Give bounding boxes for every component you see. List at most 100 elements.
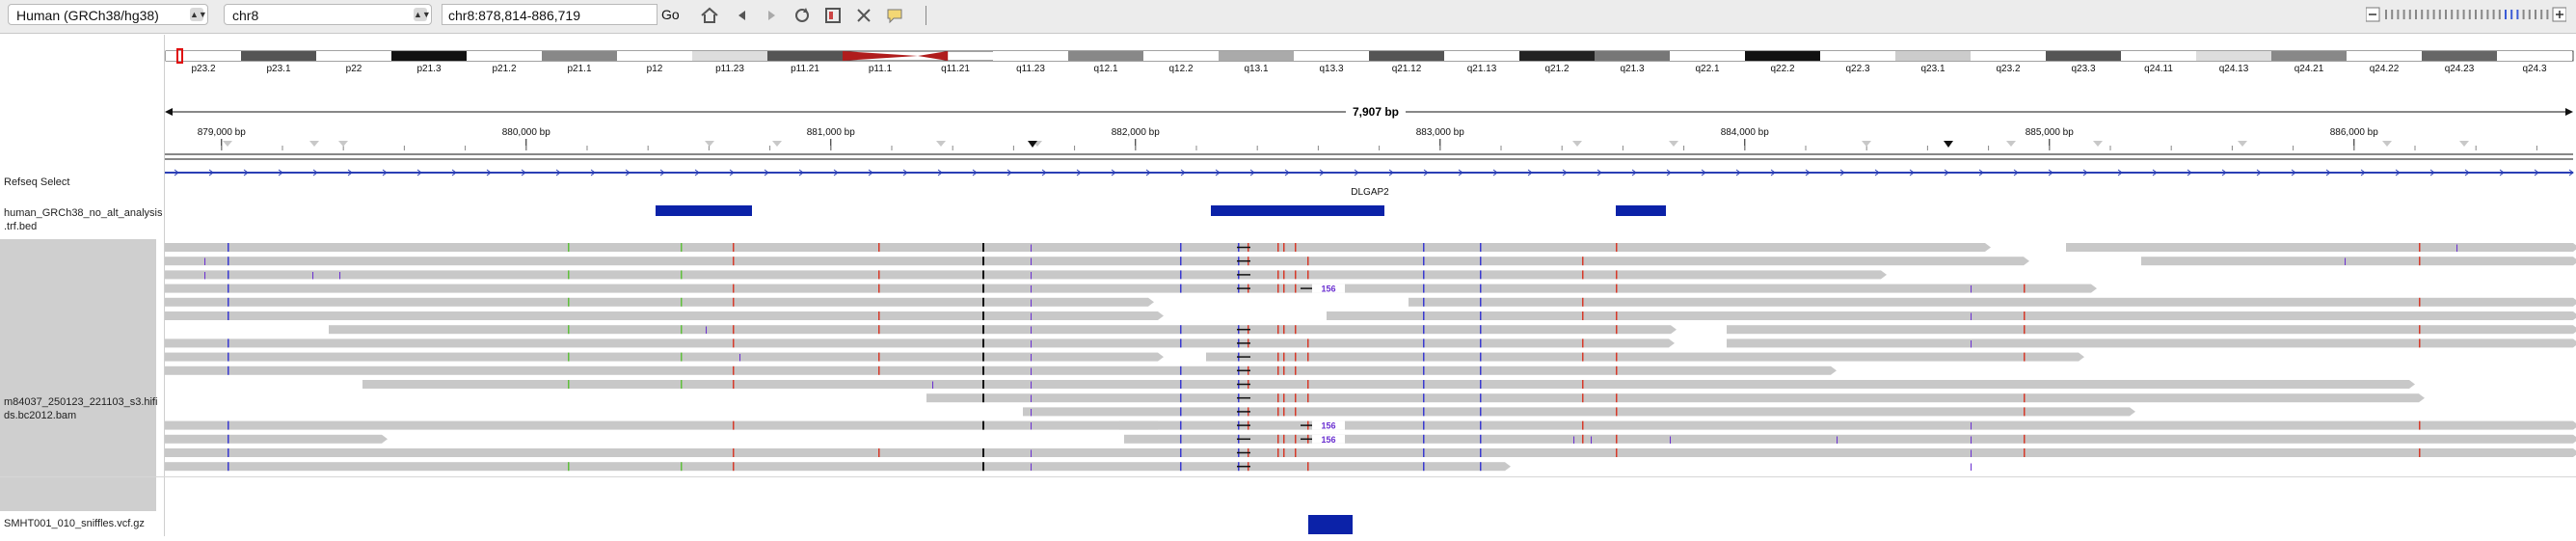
strand-arrow: [1701, 169, 1706, 176]
read-direction-arrow: [2130, 407, 2135, 417]
mismatch-base: [1423, 311, 1425, 320]
resize-icon[interactable]: [854, 6, 873, 25]
mismatch-base: [1480, 407, 1482, 417]
strand-arrow: [868, 169, 873, 176]
alignment-read: [1023, 407, 2130, 417]
zoom-tick: [2438, 10, 2441, 19]
strand-arrow: [1909, 169, 1915, 176]
refresh-icon[interactable]: [792, 6, 812, 25]
ideogram-band: [1369, 51, 1444, 61]
insertion-size-label: 156: [1321, 284, 1335, 294]
ideogram-band: [1971, 51, 2046, 61]
read-direction-arrow: [2573, 325, 2576, 335]
mismatch-base: [982, 243, 984, 252]
mismatch-base: [1582, 270, 1584, 280]
genome-select-value: Human (GRCh38/hg38): [16, 8, 159, 23]
chromosome-ideogram[interactable]: p23.2 p23.1 p22 p21.3 p21.2 p21.1 p12 p11.23 p11…: [165, 48, 2574, 74]
ideogram-band: [1519, 51, 1595, 61]
insertion-label-bg: [1312, 284, 1345, 293]
ruler-tick-label: 885,000 bp: [2026, 127, 2074, 138]
mismatch-base: [1295, 407, 1297, 417]
mismatch-base: [1423, 270, 1425, 280]
strand-arrow: [833, 169, 839, 176]
mismatch-base: [228, 297, 229, 307]
genome-select[interactable]: Human (GRCh38/hg38) ▲▼: [8, 4, 208, 25]
roi-icon[interactable]: [823, 6, 843, 25]
insertion-marker: I: [1030, 298, 1033, 310]
genome-view[interactable]: p23.2 p23.1 p22 p21.3 p21.2 p21.1 p12 p11.23 p11…: [165, 35, 2576, 536]
home-icon[interactable]: [700, 6, 719, 25]
mismatch-base: [1616, 448, 1618, 457]
mismatch-base: [1295, 270, 1297, 280]
mismatch-base: [1582, 297, 1584, 307]
insertion-marker: I: [2344, 257, 2347, 268]
track-name-vcf[interactable]: SMHT001_010_sniffles.vcf.gz: [4, 518, 145, 529]
insertion-marker: I: [931, 380, 934, 392]
mismatch-base: [1480, 393, 1482, 403]
track-name-bed[interactable]: human_GRCh38_no_alt_analysis .trf.bed: [4, 207, 163, 232]
mismatch-base: [1180, 284, 1182, 293]
mismatch-base: [878, 243, 880, 252]
bed-track[interactable]: DLGAP2: [656, 187, 1666, 216]
vcf-track[interactable]: [1308, 515, 1353, 534]
ideogram-band: [166, 51, 241, 61]
refseq-track[interactable]: [165, 169, 2574, 176]
track-name-refseq[interactable]: Refseq Select: [4, 176, 70, 188]
strand-arrow: [1735, 169, 1741, 176]
strand-arrow: [1631, 169, 1637, 176]
ideogram-band: [241, 51, 316, 61]
zoom-tick: [2540, 10, 2543, 19]
go-button[interactable]: Go: [661, 7, 680, 22]
mismatch-base: [1480, 365, 1482, 375]
ideogram-band-label: p23.2: [191, 64, 215, 74]
strand-arrow: [1145, 169, 1151, 176]
strand-arrow: [486, 169, 492, 176]
strand-arrow: [902, 169, 908, 176]
mismatch-base: [1180, 380, 1182, 389]
insertion-marker: I: [203, 270, 206, 282]
ruler-tick-label: 882,000 bp: [1112, 127, 1160, 138]
track-name-bam[interactable]: m84037_250123_221103_s3.hifi ds.bc2012.b…: [4, 396, 158, 421]
zoom-slider[interactable]: [2366, 6, 2566, 23]
mismatch-base: [2024, 434, 2026, 444]
mismatch-base: [1616, 393, 1618, 403]
mismatch-base: [878, 270, 880, 280]
mismatch-base: [1283, 243, 1285, 252]
alignment-read: [165, 311, 1158, 320]
insertion-marker: I: [1030, 338, 1033, 350]
strand-arrow: [2325, 169, 2331, 176]
mismatch-base: [878, 325, 880, 335]
mismatch-base: [1180, 462, 1182, 472]
zoom-tick: [2468, 10, 2471, 19]
read-direction-arrow: [382, 434, 388, 444]
mismatch-base: [1480, 270, 1482, 280]
back-icon[interactable]: [733, 6, 752, 25]
mismatch-base: [1180, 338, 1182, 348]
bed-feature: [1211, 205, 1384, 216]
mismatch-base: [228, 270, 229, 280]
strand-arrow: [451, 169, 457, 176]
alignment-read: [1119, 420, 2573, 430]
mismatch-base: [1307, 257, 1309, 266]
insertion-size-label: 156: [1321, 421, 1335, 431]
strand-arrow: [1180, 169, 1186, 176]
mismatch-base: [1582, 420, 1584, 430]
strand-arrow: [243, 169, 249, 176]
mismatch-base: [1480, 243, 1482, 252]
strand-arrow: [2534, 169, 2539, 176]
forward-icon[interactable]: [762, 6, 781, 25]
mismatch-base: [681, 270, 683, 280]
mismatch-base: [1283, 352, 1285, 362]
strand-arrow: [590, 169, 596, 176]
mismatch-base: [568, 297, 570, 307]
strand-arrow: [2395, 169, 2401, 176]
locus-input[interactable]: chr8:878,814-886,719: [442, 4, 657, 25]
chromosome-select[interactable]: chr8 ▲▼: [224, 4, 432, 25]
ideogram-band-label: p11.1: [869, 64, 893, 74]
mismatch-base: [1423, 257, 1425, 266]
popup-info-icon[interactable]: [885, 6, 904, 25]
ideogram-band-label: q23.1: [1920, 64, 1945, 74]
mismatch-base: [681, 462, 683, 472]
insertion-marker: I: [1970, 311, 1972, 323]
